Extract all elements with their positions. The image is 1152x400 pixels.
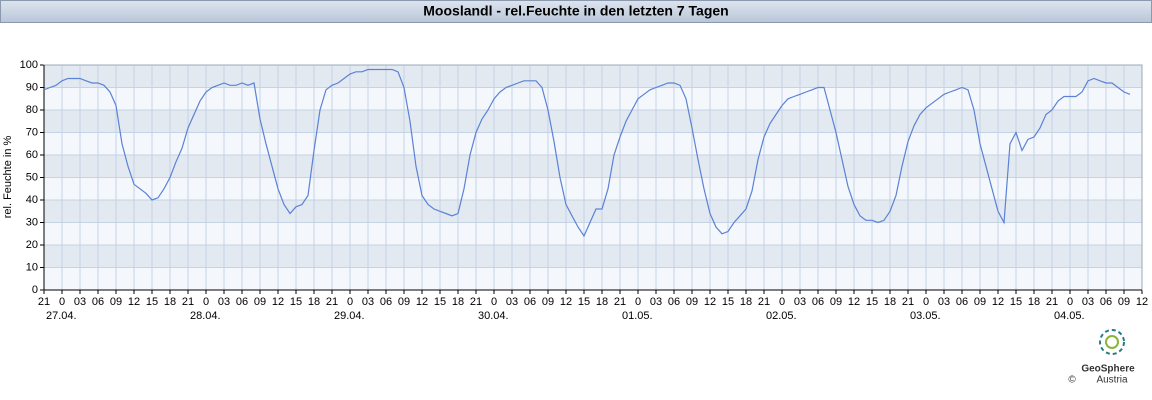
x-date-label: 28.04. xyxy=(190,310,221,322)
y-tick-label: 0 xyxy=(32,284,38,296)
x-tick-label: 18 xyxy=(596,296,608,308)
x-tick-label: 03 xyxy=(506,296,518,308)
chart-title: Mooslandl - rel.Feuchte in den letzten 7… xyxy=(423,3,728,19)
x-tick-label: 06 xyxy=(956,296,968,308)
x-tick-label: 15 xyxy=(434,296,446,308)
x-tick-label: 0 xyxy=(923,296,929,308)
y-tick-label: 60 xyxy=(26,149,38,161)
grid-band xyxy=(44,65,1142,88)
x-tick-label: 15 xyxy=(722,296,734,308)
x-date-label: 02.05. xyxy=(766,310,797,322)
x-tick-label: 12 xyxy=(272,296,284,308)
x-tick-label: 06 xyxy=(668,296,680,308)
x-tick-label: 18 xyxy=(164,296,176,308)
y-axis-label: rel. Feuchte in % xyxy=(2,136,14,219)
x-tick-label: 06 xyxy=(524,296,536,308)
x-date-label: 01.05. xyxy=(622,310,653,322)
x-tick-label: 09 xyxy=(974,296,986,308)
x-tick-label: 03 xyxy=(74,296,86,308)
x-tick-label: 0 xyxy=(779,296,785,308)
x-tick-label: 12 xyxy=(704,296,716,308)
copyright: © xyxy=(1068,375,1076,386)
grid-band xyxy=(44,155,1142,178)
x-date-label: 03.05. xyxy=(910,310,941,322)
x-tick-label: 06 xyxy=(380,296,392,308)
x-tick-label: 12 xyxy=(560,296,572,308)
y-tick-label: 90 xyxy=(26,81,38,93)
x-tick-label: 09 xyxy=(110,296,122,308)
x-tick-label: 18 xyxy=(1028,296,1040,308)
logo-icon xyxy=(1099,329,1125,355)
x-tick-label: 21 xyxy=(470,296,482,308)
x-tick-label: 0 xyxy=(635,296,641,308)
plot-area xyxy=(43,64,1143,291)
y-tick-label: 40 xyxy=(26,194,38,206)
x-tick-label: 21 xyxy=(38,296,50,308)
x-tick-label: 03 xyxy=(650,296,662,308)
x-tick-label: 0 xyxy=(59,296,65,308)
data-line xyxy=(43,68,1131,238)
x-tick-label: 03 xyxy=(1082,296,1094,308)
x-date-label: 30.04. xyxy=(478,310,509,322)
x-tick-label: 18 xyxy=(740,296,752,308)
x-tick-label: 12 xyxy=(128,296,140,308)
x-tick-label: 09 xyxy=(542,296,554,308)
x-tick-label: 0 xyxy=(1067,296,1073,308)
grid-band xyxy=(44,245,1142,268)
x-tick-label: 21 xyxy=(614,296,626,308)
x-tick-label: 15 xyxy=(1010,296,1022,308)
x-tick-label: 12 xyxy=(1136,296,1148,308)
x-tick-label: 15 xyxy=(578,296,590,308)
x-tick-label: 09 xyxy=(254,296,266,308)
y-tick-label: 80 xyxy=(26,104,38,116)
y-tick-label: 10 xyxy=(26,261,38,273)
x-tick-label: 15 xyxy=(866,296,878,308)
grid-band xyxy=(44,200,1142,223)
y-tick-label: 30 xyxy=(26,216,38,228)
x-tick-label: 15 xyxy=(146,296,158,308)
y-tick-label: 70 xyxy=(26,126,38,138)
x-date-label: 27.04. xyxy=(46,310,77,322)
y-tick-label: 20 xyxy=(26,239,38,251)
x-tick-label: 03 xyxy=(218,296,230,308)
x-tick-label: 06 xyxy=(236,296,248,308)
x-tick-label: 0 xyxy=(347,296,353,308)
x-tick-label: 15 xyxy=(290,296,302,308)
x-tick-label: 03 xyxy=(362,296,374,308)
logo: GeoSphere Austria © xyxy=(1068,329,1135,386)
x-tick-label: 18 xyxy=(884,296,896,308)
x-tick-label: 06 xyxy=(1100,296,1112,308)
y-tick-label: 50 xyxy=(26,171,38,183)
x-date-label: 29.04. xyxy=(334,310,365,322)
x-tick-label: 09 xyxy=(830,296,842,308)
x-tick-label: 09 xyxy=(686,296,698,308)
x-date-label: 04.05. xyxy=(1054,310,1085,322)
x-tick-label: 21 xyxy=(1046,296,1058,308)
x-tick-label: 06 xyxy=(812,296,824,308)
x-tick-label: 18 xyxy=(308,296,320,308)
logo-sub: Austria xyxy=(1096,375,1128,386)
x-tick-label: 21 xyxy=(758,296,770,308)
grid-band xyxy=(44,110,1142,133)
x-tick-label: 06 xyxy=(92,296,104,308)
x-tick-label: 21 xyxy=(182,296,194,308)
x-tick-label: 09 xyxy=(1118,296,1130,308)
x-tick-label: 03 xyxy=(938,296,950,308)
x-tick-label: 18 xyxy=(452,296,464,308)
y-tick-label: 100 xyxy=(20,59,38,71)
x-tick-label: 0 xyxy=(203,296,209,308)
logo-icon xyxy=(1105,335,1119,349)
x-tick-label: 03 xyxy=(794,296,806,308)
x-tick-label: 21 xyxy=(902,296,914,308)
x-tick-label: 12 xyxy=(992,296,1004,308)
x-tick-label: 21 xyxy=(326,296,338,308)
logo-name: GeoSphere xyxy=(1081,364,1135,375)
x-tick-label: 12 xyxy=(416,296,428,308)
x-tick-label: 12 xyxy=(848,296,860,308)
x-tick-label: 0 xyxy=(491,296,497,308)
x-tick-label: 09 xyxy=(398,296,410,308)
